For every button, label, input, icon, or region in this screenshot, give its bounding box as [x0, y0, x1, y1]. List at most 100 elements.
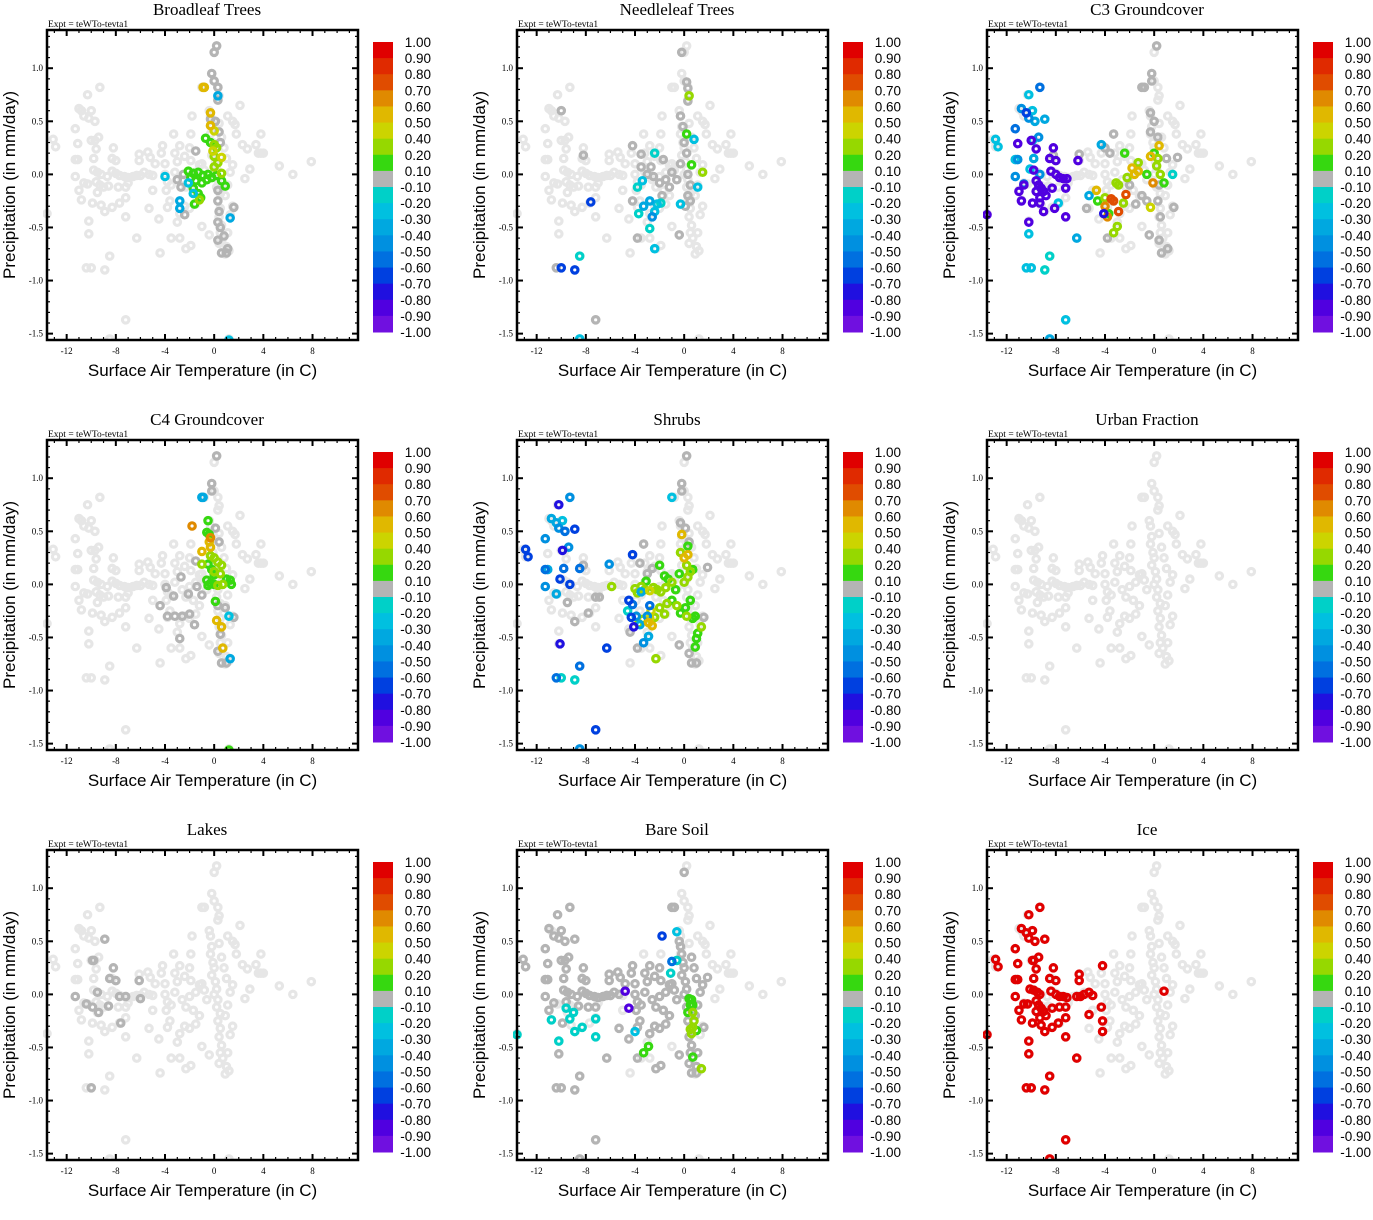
base-point [197, 1041, 207, 1052]
panel-needleleaf-trees: Needleleaf Trees Expt = teWTo-tevta1 -12 -8… [470, 0, 925, 400]
base-point [107, 153, 117, 164]
data-point [680, 976, 691, 987]
data-point [1016, 196, 1027, 206]
data-point [1012, 974, 1023, 985]
data-point [108, 963, 119, 973]
base-point [1153, 915, 1163, 925]
y-axis-label: Precipitation (in mm/day) [940, 91, 959, 279]
colorbar: 1.000.900.800.700.600.500.400.200.10-0.1… [1313, 35, 1371, 340]
base-point [630, 169, 640, 180]
colorbar-bin [373, 661, 393, 679]
colorbar-bin [1313, 958, 1333, 976]
base-point [705, 510, 715, 521]
colorbar: 1.000.900.800.700.600.500.400.200.10-0.1… [1313, 445, 1371, 750]
y-tick-label: 1.0 [502, 883, 514, 893]
base-point [701, 949, 712, 959]
data-point [224, 611, 234, 622]
data-point [686, 1028, 697, 1039]
base-point [1110, 968, 1120, 978]
x-tick-label: -12 [531, 346, 543, 356]
base-point [258, 148, 269, 158]
points-layer [43, 861, 317, 1160]
base-point [96, 1020, 106, 1030]
data-point [87, 1002, 98, 1012]
base-point [240, 173, 250, 184]
colorbar-bin [373, 106, 393, 124]
base-point [1139, 985, 1150, 995]
data-point [216, 152, 227, 163]
data-point [654, 963, 665, 973]
data-point [624, 1003, 634, 1013]
base-point [48, 544, 58, 555]
base-point [1196, 949, 1206, 959]
base-point [1146, 560, 1157, 571]
base-point [990, 551, 1001, 562]
colorbar-label: -0.30 [400, 212, 431, 227]
x-tick-label: -8 [582, 346, 590, 356]
data-point [188, 188, 199, 199]
data-point [210, 523, 221, 533]
colorbar-label: 0.80 [405, 887, 431, 902]
colorbar-label: -0.30 [870, 1032, 901, 1047]
data-point [667, 577, 677, 588]
colorbar-bin [1313, 106, 1333, 124]
base-point [72, 958, 83, 969]
data-point [115, 1018, 126, 1028]
data-point [1108, 129, 1119, 139]
data-point [679, 137, 689, 148]
base-point [145, 562, 156, 573]
panel-bare-soil: Bare Soil Expt = teWTo-tevta1 -12 -8 -4 0 4 8 1.… [470, 820, 925, 1220]
data-point [585, 197, 596, 207]
base-point [99, 1026, 110, 1037]
data-point [690, 611, 701, 622]
base-point [102, 581, 113, 592]
colorbar-label: 0.70 [1345, 903, 1371, 918]
data-point [162, 611, 173, 622]
base-point [206, 888, 217, 899]
data-point [624, 595, 634, 606]
data-point [660, 987, 671, 998]
base-point [147, 170, 158, 181]
base-point [636, 233, 646, 243]
base-point [1047, 563, 1057, 574]
data-point [211, 451, 222, 461]
base-point [104, 251, 115, 261]
colorbar: 1.000.900.800.700.600.500.400.200.10-0.1… [843, 35, 901, 340]
data-point [574, 661, 585, 671]
colorbar-label: -0.40 [870, 1048, 901, 1063]
base-point [695, 209, 705, 220]
base-point [1228, 169, 1238, 180]
base-point [245, 984, 255, 994]
base-point [87, 198, 98, 208]
base-point [274, 981, 285, 991]
base-point [1035, 492, 1045, 503]
x-tick-label: -8 [1052, 1166, 1060, 1176]
colorbar-bin [1313, 452, 1333, 469]
base-point [245, 164, 255, 174]
colorbar: 1.000.900.800.700.600.500.400.200.10-0.1… [843, 445, 901, 750]
colorbar-label: -0.30 [1340, 622, 1371, 637]
data-point [197, 546, 207, 557]
data-point [93, 1007, 104, 1018]
colorbar-label: 0.10 [875, 574, 901, 589]
base-point [168, 539, 179, 549]
data-point [569, 616, 580, 627]
base-point [656, 539, 666, 549]
base-point [92, 187, 103, 198]
data-point [590, 1002, 601, 1012]
colorbar-label: -0.50 [1340, 1064, 1371, 1079]
data-point [86, 1083, 97, 1093]
data-point [649, 971, 660, 982]
base-point [160, 978, 170, 989]
base-point [1124, 963, 1135, 973]
colorbar-bin [373, 500, 393, 517]
colorbar-bin [843, 122, 863, 140]
base-point [1228, 579, 1238, 590]
colorbar-label: 0.50 [405, 936, 431, 951]
base-point [48, 954, 58, 965]
base-point [90, 526, 100, 537]
data-point [1124, 180, 1135, 190]
base-point [147, 595, 158, 606]
base-point [1106, 590, 1116, 600]
colorbar-bin [843, 725, 863, 743]
